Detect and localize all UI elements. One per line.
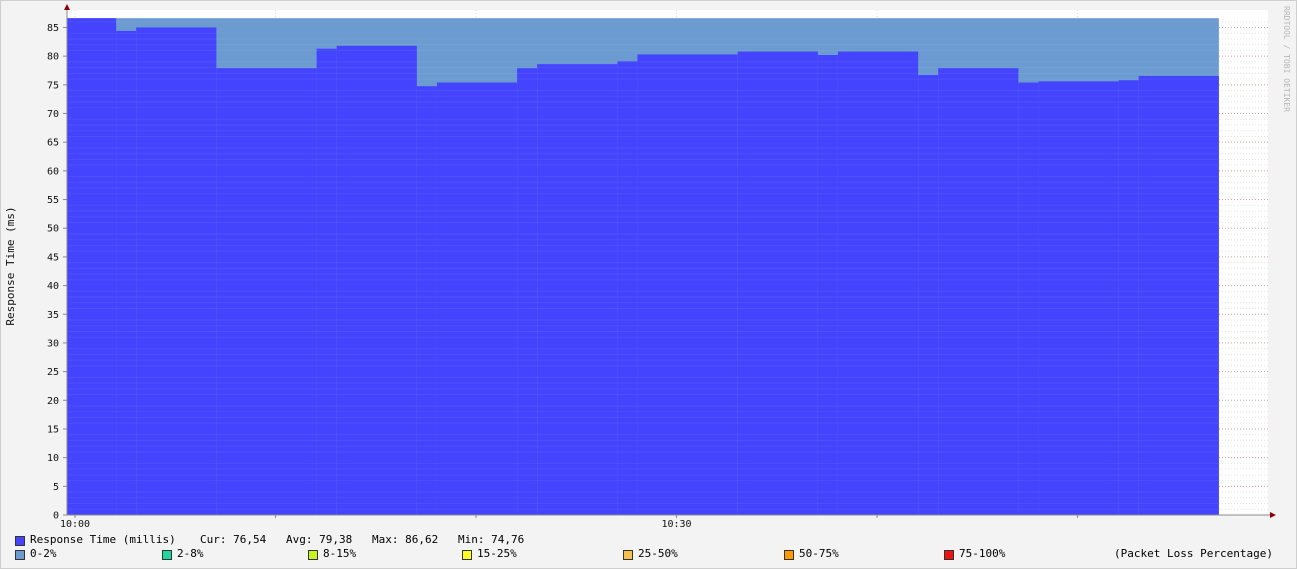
response-segment-20: [1138, 75, 1219, 515]
axis-layer: 0 5 10 15 20 25 30 35 40 45 50 55 60 65 70 75 80 85 10:00 1…: [47, 4, 1276, 530]
y-tick-label-8: 40: [47, 281, 59, 292]
y-axis-label: Response Time (ms): [4, 206, 17, 325]
response-segment-12: [737, 51, 818, 516]
x-tick-label-1: 10:30: [661, 519, 691, 530]
response-segment-5: [336, 45, 417, 515]
response-segment-1: [116, 30, 137, 515]
response-segment-14: [837, 51, 919, 516]
y-tick-label-12: 60: [47, 166, 59, 177]
y-tick-label-10: 50: [47, 224, 59, 235]
y-tick-label-3: 15: [47, 424, 59, 435]
y-tick-label-13: 65: [47, 138, 59, 149]
response-segment-6: [416, 86, 437, 516]
response-segment-4: [316, 48, 337, 515]
response-segment-17: [1018, 82, 1039, 516]
y-tick-label-15: 75: [47, 80, 59, 91]
y-tick-label-6: 30: [47, 338, 59, 349]
y-tick-label-2: 10: [47, 453, 59, 464]
response-segment-8: [517, 68, 538, 516]
response-segment-19: [1118, 80, 1139, 516]
x-axis-arrow: [1270, 512, 1276, 518]
response-segment-0: [67, 18, 117, 516]
y-tick-label-9: 45: [47, 252, 59, 263]
y-tick-label-11: 55: [47, 195, 59, 206]
y-tick-label-5: 25: [47, 367, 59, 378]
y-axis-arrow: [64, 4, 70, 10]
y-tick-label-17: 85: [47, 23, 59, 34]
y-tick-label-4: 20: [47, 396, 59, 407]
y-tick-label-16: 80: [47, 52, 59, 63]
y-tick-label-14: 70: [47, 109, 59, 120]
response-segment-9: [537, 64, 618, 515]
response-segment-11: [637, 54, 738, 515]
response-segment-15: [918, 75, 939, 515]
area-layer: [67, 18, 1219, 516]
watermark: RRDTOOL / TOBI OETIKER: [1282, 6, 1291, 112]
response-segment-10: [617, 61, 638, 515]
response-segment-13: [817, 55, 838, 516]
response-segment-7: [436, 82, 518, 516]
x-tick-label-0: 10:00: [60, 519, 90, 530]
response-segment-18: [1038, 81, 1119, 516]
response-segment-3: [216, 68, 317, 516]
response-segment-16: [938, 68, 1019, 516]
y-tick-label-7: 35: [47, 310, 59, 321]
y-tick-label-0: 0: [53, 511, 59, 522]
y-tick-label-1: 5: [53, 482, 59, 493]
response-segment-2: [136, 27, 217, 516]
